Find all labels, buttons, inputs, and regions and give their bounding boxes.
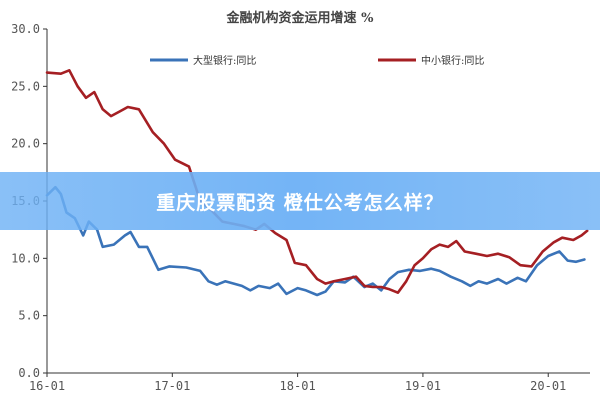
y-tick-label: 5.0 <box>18 309 40 323</box>
series-lines <box>45 69 589 297</box>
y-tick-label: 30.0 <box>11 22 40 36</box>
watermark-banner: 重庆股票配资 橙仕公考怎么样？ <box>0 172 600 230</box>
y-tick-label: 0.0 <box>18 366 40 380</box>
y-tick-label: 25.0 <box>11 79 40 93</box>
banner-title: 重庆股票配资 橙仕公考怎么样？ <box>156 191 444 214</box>
legend: 大型银行:同比 中小银行:同比 <box>150 54 484 67</box>
x-tick-label: 19-01 <box>405 379 441 393</box>
series-line-small-bank <box>45 69 589 294</box>
y-tick-label: 20.0 <box>11 137 40 151</box>
legend-label-small-bank: 中小银行:同比 <box>421 54 484 67</box>
axes: 0.05.010.015.020.025.030.016-0117-0118-0… <box>11 22 590 393</box>
x-tick-label: 17-01 <box>154 379 190 393</box>
chart-title: 金融机构资金运用增速 % <box>226 10 375 26</box>
y-tick-label: 10.0 <box>11 251 40 265</box>
legend-label-big-bank: 大型银行:同比 <box>193 54 256 67</box>
x-tick-label: 18-01 <box>280 379 316 393</box>
x-tick-label: 16-01 <box>29 379 65 393</box>
x-tick-label: 20-01 <box>530 379 566 393</box>
series-line-big-bank <box>45 185 586 297</box>
